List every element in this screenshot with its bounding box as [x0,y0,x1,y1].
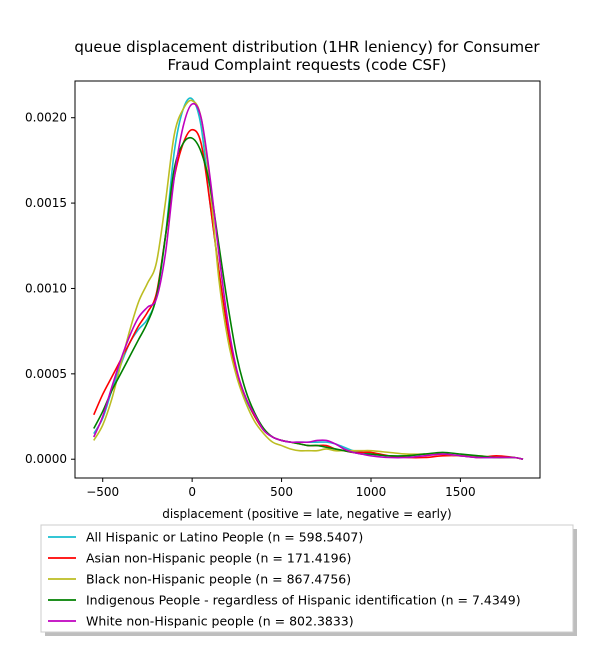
legend: All Hispanic or Latino People (n = 598.5… [40,524,577,636]
y-tick-label: 0.0015 [25,196,67,210]
x-tick-label: 0 [188,485,196,499]
legend-label: Indigenous People - regardless of Hispan… [86,593,521,608]
series-line-4 [93,136,524,461]
chart-title-line-1: queue displacement distribution (1HR len… [74,38,540,56]
chart-title-line-2: Fraud Complaint requests (code CSF) [167,56,446,74]
series-line-5 [93,102,524,461]
plot-frame [74,80,541,479]
x-axis-label: displacement (positive = late, negative … [162,507,451,521]
legend-label: Asian non-Hispanic people (n = 171.4196) [86,551,351,566]
plot-area: −500 0 500 1000 1500 0.0000 0.0005 0.0010 0.001… [25,80,541,499]
y-tick-label: 0.0000 [25,452,67,466]
y-tick-label: 0.0020 [25,111,67,125]
legend-label: Black non-Hispanic people (n = 867.4756) [86,572,351,587]
y-axis: 0.0000 0.0005 0.0010 0.0015 0.0020 [25,111,75,466]
chart-title: queue displacement distribution (1HR len… [74,38,540,74]
y-tick-label: 0.0010 [25,281,67,295]
x-tick-label: 500 [270,485,293,499]
x-tick-label: 1500 [445,485,476,499]
series-layer [93,97,524,461]
legend-label: White non-Hispanic people (n = 802.3833) [86,614,354,629]
series-line-3 [93,99,524,461]
x-tick-label: −500 [86,485,119,499]
y-tick-label: 0.0005 [25,367,67,381]
legend-items: All Hispanic or Latino People (n = 598.5… [48,530,521,629]
legend-box [40,524,574,633]
series-line-1 [93,97,524,461]
legend-label: All Hispanic or Latino People (n = 598.5… [86,530,363,545]
x-tick-label: 1000 [356,485,387,499]
x-axis: −500 0 500 1000 1500 [86,478,476,499]
